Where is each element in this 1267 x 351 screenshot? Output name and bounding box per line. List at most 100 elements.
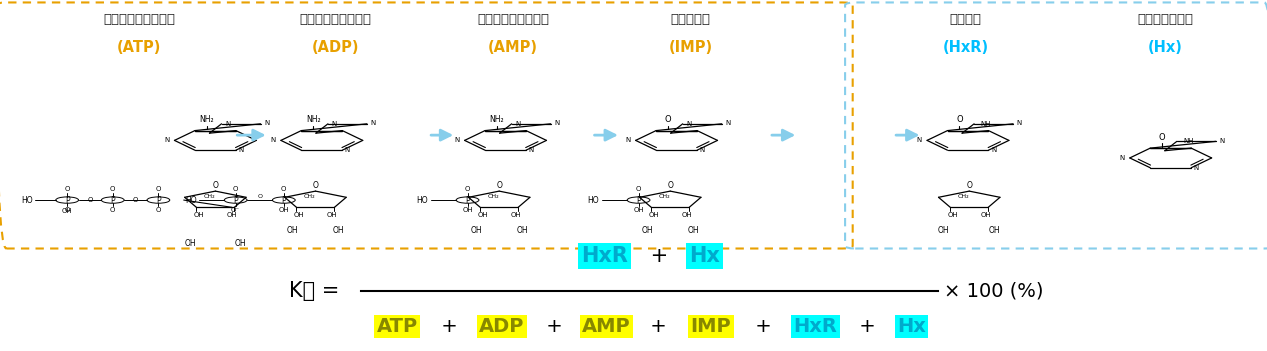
Text: N: N <box>371 120 376 126</box>
Text: N: N <box>626 137 631 144</box>
Text: N: N <box>555 120 560 126</box>
Text: HxR: HxR <box>582 246 628 266</box>
Text: N: N <box>332 121 337 127</box>
Text: NH: NH <box>981 121 991 127</box>
Text: CH₂: CH₂ <box>659 194 670 199</box>
Text: CH₂: CH₂ <box>204 194 215 199</box>
Text: O: O <box>668 181 673 190</box>
Text: OH: OH <box>948 212 958 218</box>
Text: OH: OH <box>687 226 699 236</box>
Text: N: N <box>455 137 460 144</box>
Text: HO: HO <box>588 196 599 205</box>
Text: N: N <box>226 121 231 127</box>
Text: NH: NH <box>1183 138 1194 144</box>
Text: P: P <box>465 196 470 205</box>
Text: OH: OH <box>682 212 692 218</box>
Text: N: N <box>1120 155 1125 161</box>
Text: K値 =: K値 = <box>289 282 340 301</box>
Text: NH₂: NH₂ <box>199 115 214 124</box>
Text: O: O <box>313 181 318 190</box>
Text: イノシン酸: イノシン酸 <box>670 13 711 26</box>
Text: NH₂: NH₂ <box>305 115 321 124</box>
Text: OH: OH <box>478 212 488 218</box>
Text: OH: OH <box>938 226 950 236</box>
Text: OH: OH <box>279 207 289 213</box>
Text: HO: HO <box>417 196 428 205</box>
Text: HO: HO <box>185 196 196 205</box>
Text: OH: OH <box>62 208 72 214</box>
Text: Hx: Hx <box>689 246 720 266</box>
Text: +: + <box>540 317 569 336</box>
Text: O: O <box>110 186 115 192</box>
Text: N: N <box>1194 165 1199 171</box>
Text: N: N <box>726 120 731 126</box>
Text: OH: OH <box>634 207 644 213</box>
Text: O: O <box>636 186 641 192</box>
Text: N: N <box>1017 120 1022 126</box>
Text: O: O <box>957 115 963 125</box>
Text: N: N <box>345 147 350 153</box>
Text: N: N <box>991 147 996 153</box>
Text: +: + <box>749 317 778 336</box>
Text: NH₂: NH₂ <box>489 115 504 124</box>
Text: P: P <box>281 196 286 205</box>
Text: O: O <box>65 186 70 192</box>
Text: P: P <box>65 196 70 205</box>
Text: OH: OH <box>981 212 991 218</box>
Text: ATP: ATP <box>376 317 418 336</box>
Text: Hx: Hx <box>897 317 926 336</box>
Text: N: N <box>238 147 243 153</box>
Text: CH₂: CH₂ <box>488 194 499 199</box>
Text: OH: OH <box>462 207 473 213</box>
Text: N: N <box>165 137 170 144</box>
Text: OH: OH <box>516 226 528 236</box>
Text: (AMP): (AMP) <box>488 40 538 55</box>
Text: N: N <box>528 147 533 153</box>
Text: OH: OH <box>511 212 521 218</box>
Text: (IMP): (IMP) <box>669 40 712 55</box>
Text: P: P <box>156 196 161 205</box>
Text: P: P <box>233 196 238 205</box>
Text: (HxR): (HxR) <box>943 40 988 55</box>
Text: OH: OH <box>194 212 204 218</box>
Text: ADP: ADP <box>479 317 525 336</box>
Text: N: N <box>1220 138 1225 144</box>
Text: O: O <box>213 181 218 190</box>
Text: ヒポキサンチン: ヒポキサンチン <box>1138 13 1194 26</box>
Text: AMP: AMP <box>582 317 631 336</box>
Text: OH: OH <box>294 212 304 218</box>
Text: OH: OH <box>988 226 1001 236</box>
Text: O: O <box>967 181 972 190</box>
Text: +: + <box>644 246 674 266</box>
Text: HO: HO <box>22 196 33 205</box>
Text: (ADP): (ADP) <box>312 40 360 55</box>
Text: O: O <box>1159 133 1166 142</box>
Text: CH₂: CH₂ <box>958 194 969 199</box>
Text: × 100 (%): × 100 (%) <box>944 282 1044 301</box>
Text: OH: OH <box>184 239 196 248</box>
Text: O: O <box>110 207 115 213</box>
Text: P: P <box>110 196 115 205</box>
Text: アデノシン三リン酸: アデノシン三リン酸 <box>104 13 175 26</box>
Text: アデノシン一リン酸: アデノシン一リン酸 <box>478 13 549 26</box>
Text: (ATP): (ATP) <box>117 40 162 55</box>
Text: (Hx): (Hx) <box>1148 40 1183 55</box>
Text: O: O <box>281 186 286 192</box>
Text: O: O <box>156 207 161 213</box>
Text: N: N <box>699 147 704 153</box>
Text: O: O <box>257 194 262 199</box>
Text: OH: OH <box>649 212 659 218</box>
Text: OH: OH <box>227 212 237 218</box>
Text: アデノシン二リン酸: アデノシン二リン酸 <box>300 13 371 26</box>
Text: O: O <box>87 197 92 203</box>
Text: O: O <box>233 186 238 192</box>
Text: O: O <box>156 186 161 192</box>
Text: O: O <box>65 207 70 213</box>
Text: CH₂: CH₂ <box>304 194 315 199</box>
Text: OH: OH <box>641 226 654 236</box>
Text: +: + <box>435 317 464 336</box>
Text: OH: OH <box>327 212 337 218</box>
Text: OH: OH <box>286 226 299 236</box>
Text: N: N <box>271 137 276 144</box>
Text: HxR: HxR <box>793 317 837 336</box>
